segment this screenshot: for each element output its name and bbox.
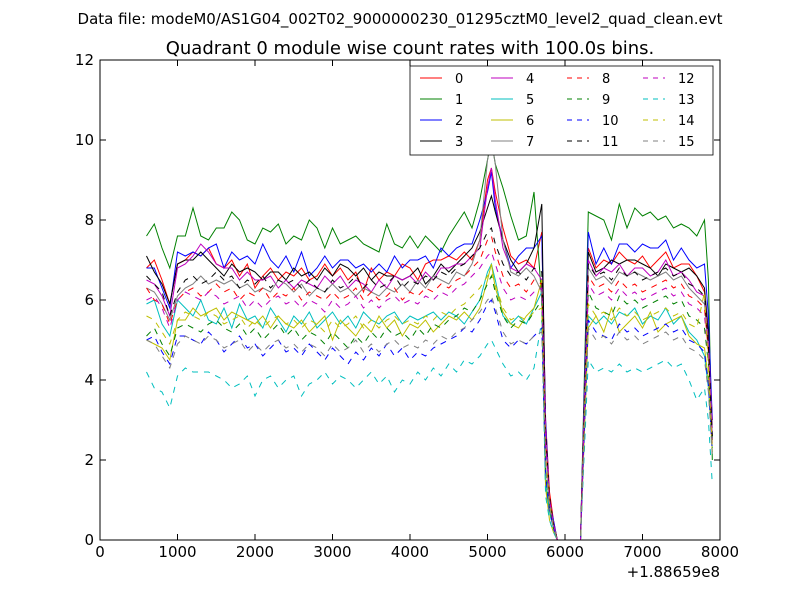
series-line-7	[146, 139, 713, 540]
series-line-2	[146, 171, 713, 540]
legend-label-5: 5	[526, 93, 534, 108]
legend-label-4: 4	[526, 72, 534, 87]
y-tick-label: 10	[75, 131, 94, 149]
legend-label-1: 1	[455, 93, 463, 108]
x-tick-label: 3000	[313, 543, 351, 561]
series-line-3	[146, 194, 713, 540]
legend-label-12: 12	[678, 72, 695, 87]
legend-label-7: 7	[526, 135, 534, 150]
legend-label-8: 8	[602, 72, 610, 87]
series-line-12	[146, 251, 713, 540]
datafile-label: Data file: modeM0/AS1G04_002T02_90000002…	[78, 10, 723, 29]
x-tick-label: 1000	[158, 543, 196, 561]
series-line-14	[146, 271, 713, 540]
x-offset-label: +1.88659e8	[627, 563, 720, 581]
series-line-11	[146, 227, 713, 540]
axis-ticks: 0 1000 2000 3000 4000 5000 6000 7000 80000246810…	[75, 51, 739, 561]
legend-label-15: 15	[678, 135, 695, 150]
legend-label-0: 0	[455, 72, 463, 87]
y-tick-label: 4	[84, 371, 94, 389]
series-line-5	[146, 262, 713, 540]
series-line-6	[146, 263, 713, 540]
x-tick-label: 0	[95, 543, 105, 561]
series-line-15	[146, 295, 713, 540]
legend-label-11: 11	[602, 135, 619, 150]
x-tick-label: 5000	[468, 543, 506, 561]
legend-label-13: 13	[678, 93, 695, 108]
x-tick-label: 7000	[623, 543, 661, 561]
x-tick-label: 6000	[546, 543, 584, 561]
chart-title: Quadrant 0 module wise count rates with …	[166, 38, 655, 59]
x-tick-label: 8000	[701, 543, 739, 561]
series-line-9	[146, 274, 713, 540]
y-tick-label: 2	[84, 451, 94, 469]
x-tick-label: 4000	[391, 543, 429, 561]
x-tick-label: 2000	[236, 543, 274, 561]
legend-label-10: 10	[602, 114, 619, 129]
y-tick-label: 0	[84, 531, 94, 549]
legend-label-2: 2	[455, 114, 463, 129]
series-lines	[146, 139, 713, 540]
series-line-0	[146, 167, 713, 540]
legend-label-3: 3	[455, 135, 463, 150]
legend-label-6: 6	[526, 114, 534, 129]
series-line-1	[146, 139, 713, 540]
legend-box	[409, 65, 714, 156]
legend-label-9: 9	[602, 93, 610, 108]
legend-label-14: 14	[678, 114, 695, 129]
series-line-13	[146, 319, 713, 540]
series-line-10	[146, 299, 713, 540]
y-tick-label: 12	[75, 51, 94, 69]
y-tick-label: 8	[84, 211, 94, 229]
y-tick-label: 6	[84, 291, 94, 309]
series-line-4	[146, 167, 713, 540]
